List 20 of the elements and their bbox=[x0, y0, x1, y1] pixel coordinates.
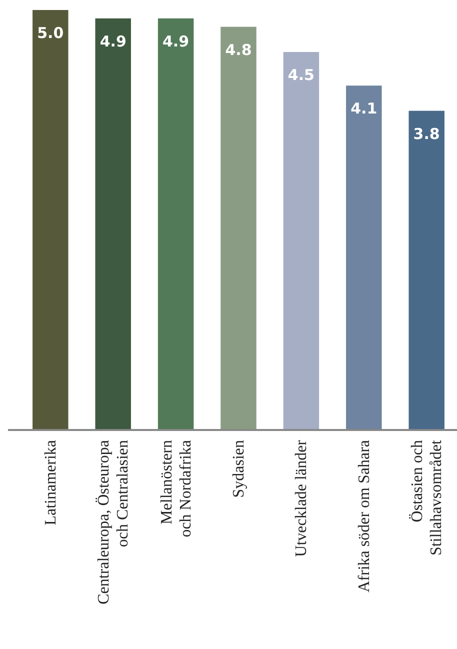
bar bbox=[95, 18, 131, 430]
x-tick-label: Utvecklade länder bbox=[293, 439, 310, 557]
data-label: 3.8 bbox=[413, 124, 440, 143]
data-label: 4.1 bbox=[350, 100, 378, 118]
data-label: 4.5 bbox=[288, 66, 314, 84]
bar bbox=[32, 10, 68, 430]
bar bbox=[408, 110, 444, 430]
x-tick-label: Centraleuropa, Östeuropa och Centralasien bbox=[96, 440, 132, 604]
data-label: 4.9 bbox=[100, 32, 126, 50]
bar bbox=[158, 18, 194, 430]
data-label: 4.8 bbox=[225, 40, 252, 59]
x-tick-label: Sydasien bbox=[230, 440, 248, 498]
x-tick-label: Östasien och Stillahavsområdet bbox=[409, 439, 446, 556]
bar bbox=[220, 26, 256, 430]
data-label: 4.9 bbox=[162, 32, 190, 50]
data-label: 5.0 bbox=[37, 24, 64, 42]
x-tick-label: Afrika söder om Sahara bbox=[356, 440, 373, 592]
bar bbox=[283, 52, 320, 430]
bar bbox=[346, 86, 382, 430]
x-tick-label: Latinamerika bbox=[42, 440, 60, 526]
